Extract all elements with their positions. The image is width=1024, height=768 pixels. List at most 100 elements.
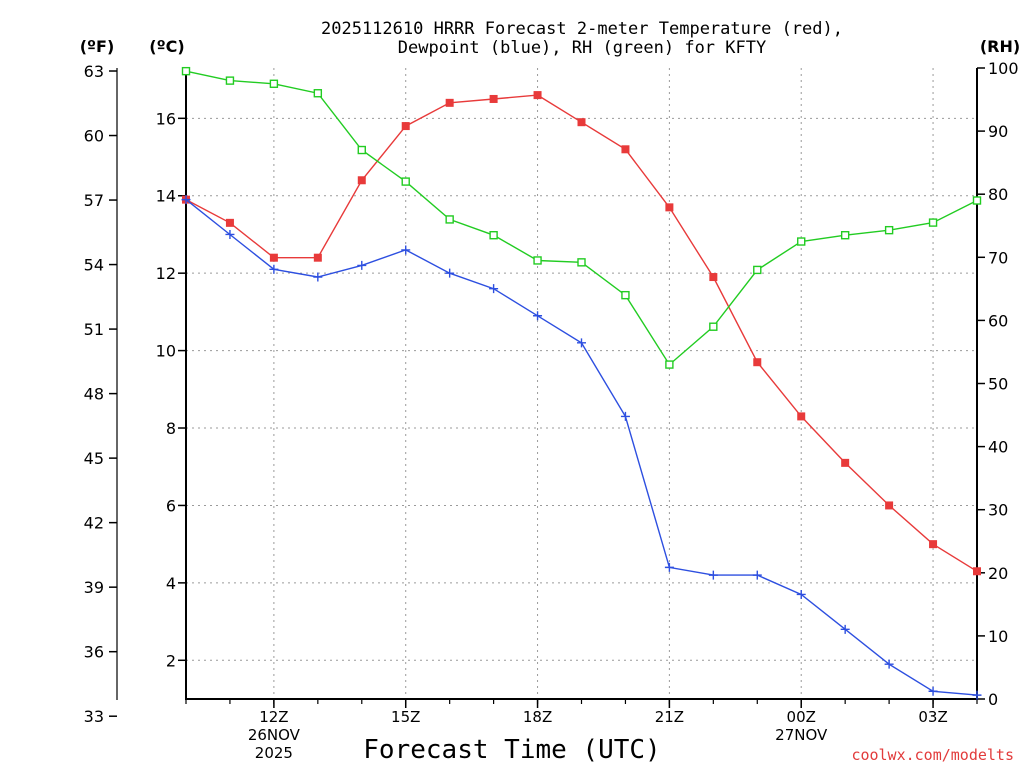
rh-point <box>840 231 850 240</box>
dewpoint-point <box>664 562 674 572</box>
celsius-tick-label: 16 <box>156 109 176 128</box>
chart-title-line2: Dewpoint (blue), RH (green) for KFTY <box>398 38 766 58</box>
rh-tick-label: 40 <box>988 438 1008 457</box>
dewpoint-point <box>181 195 191 205</box>
dewpoint-point <box>620 411 630 421</box>
time-tick-label: 03Z <box>918 708 947 726</box>
rh-tick-label: 70 <box>988 248 1008 267</box>
rh-tick-label: 30 <box>988 501 1008 520</box>
dewpoint-point <box>489 284 499 294</box>
temperature-point <box>665 203 674 212</box>
celsius-tick-label: 6 <box>166 496 176 515</box>
dewpoint-point <box>840 624 850 634</box>
temperature-point <box>577 118 586 127</box>
temperature-point <box>533 91 542 100</box>
rh-point <box>665 360 674 369</box>
fahrenheit-tick-label: 48 <box>84 385 104 404</box>
fahrenheit-tick-label: 51 <box>84 320 104 339</box>
x-axis-title: Forecast Time (UTC) <box>363 735 660 765</box>
temperature-point <box>445 98 454 107</box>
fahrenheit-tick-label: 42 <box>84 514 104 533</box>
fahrenheit-tick-label: 63 <box>84 62 104 81</box>
temperature-point <box>797 412 806 421</box>
temperature-point <box>401 122 410 131</box>
celsius-tick-label: 8 <box>166 419 176 438</box>
rh-point <box>401 177 410 186</box>
temperature-point <box>313 253 322 262</box>
fahrenheit-tick-label: 57 <box>84 191 104 210</box>
rh-tick-label: 100 <box>988 59 1019 78</box>
rh-point <box>884 225 894 235</box>
fahrenheit-tick-label: 60 <box>84 127 104 146</box>
celsius-tick-label: 14 <box>156 187 176 206</box>
temperature-point <box>269 253 278 262</box>
time-tick-label: 00Z <box>787 708 816 726</box>
fahrenheit-tick-label: 36 <box>84 643 104 662</box>
rh-tick-label: 80 <box>988 185 1008 204</box>
celsius-tick-label: 2 <box>166 651 176 670</box>
celsius-tick-label: 10 <box>156 342 176 361</box>
celsius-axis: 2 4 6 8 10 12 14 16 <box>156 109 186 670</box>
fahrenheit-tick-label: 39 <box>84 578 104 597</box>
rh-point <box>972 196 982 205</box>
dewpoint-point <box>708 570 718 580</box>
dewpoint-point <box>225 229 235 239</box>
temperature-point <box>841 458 850 467</box>
time-tick-label: 18Z <box>523 708 552 726</box>
rh-point <box>577 258 586 267</box>
dewpoint-point <box>401 245 411 255</box>
rh-point <box>225 76 235 85</box>
rh-tick-label: 0 <box>988 690 998 709</box>
time-tick-label: 15Z <box>391 708 420 726</box>
dewpoint-line <box>185 199 978 696</box>
dewpoint-point <box>972 690 982 700</box>
temperature-point <box>357 176 366 185</box>
rh-tick-label: 50 <box>988 375 1008 394</box>
dewpoint-point <box>796 589 806 599</box>
temperature-point <box>489 94 498 103</box>
rh-point <box>621 290 630 300</box>
dewpoint-point <box>313 272 323 282</box>
dewpoint-point <box>752 570 762 580</box>
fahrenheit-unit-label: (ºF) <box>80 37 115 56</box>
time-tick-label: 21Z <box>655 708 684 726</box>
gridlines <box>186 68 977 699</box>
temperature-point <box>709 273 718 282</box>
rh-tick-label: 10 <box>988 627 1008 646</box>
rh-point <box>709 322 718 331</box>
fahrenheit-axis: 33 36 39 42 45 48 51 54 57 60 63 <box>84 62 117 726</box>
celsius-unit-label: (ºC) <box>149 37 184 56</box>
dewpoint-point <box>928 686 938 696</box>
time-tick-label: 12Z <box>259 708 288 726</box>
dewpoint-point <box>533 311 543 321</box>
rh-point <box>928 218 938 227</box>
rh-tick-label: 90 <box>988 122 1008 141</box>
rh-point <box>269 79 279 88</box>
temperature-point <box>225 218 234 227</box>
dewpoint-point <box>884 659 894 669</box>
rh-tick-label: 60 <box>988 311 1008 330</box>
temperature-point <box>753 358 762 367</box>
rh-point <box>357 145 366 155</box>
celsius-tick-label: 4 <box>166 574 176 593</box>
data-series <box>181 66 982 700</box>
dewpoint-point <box>577 338 586 348</box>
temperature-line <box>185 94 978 572</box>
dewpoint-point <box>357 260 367 270</box>
year-tick-label: 2025 <box>255 744 293 762</box>
celsius-tick-label: 12 <box>156 264 176 283</box>
date-tick-label: 27NOV <box>775 726 828 744</box>
rh-point <box>181 66 191 76</box>
rh-point <box>445 215 454 224</box>
rh-tick-label: 20 <box>988 564 1008 583</box>
rh-point <box>489 231 498 240</box>
fahrenheit-tick-label: 45 <box>84 449 104 468</box>
temperature-point <box>621 145 630 154</box>
temperature-point <box>973 567 981 576</box>
rh-point <box>533 256 542 265</box>
date-tick-label: 26NOV <box>248 726 301 744</box>
fahrenheit-tick-label: 54 <box>84 256 104 275</box>
rh-point <box>753 265 762 275</box>
